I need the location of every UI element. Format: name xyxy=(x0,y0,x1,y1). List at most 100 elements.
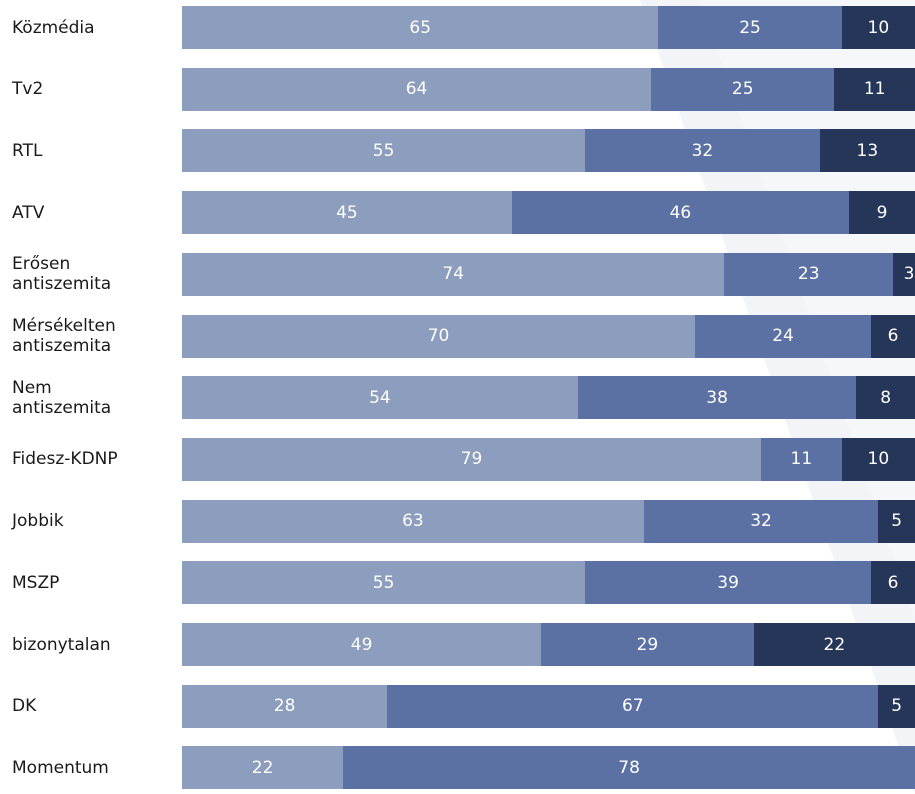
bar-segment: 5 xyxy=(878,499,915,543)
data-label: 28 xyxy=(273,696,296,717)
category-label-text: Jobbik xyxy=(12,511,64,532)
category-label: MSZP xyxy=(12,561,177,604)
category-label: bizonytalan xyxy=(12,623,177,666)
data-label: 63 xyxy=(402,511,424,532)
data-label: 24 xyxy=(772,326,794,346)
category-label: DK xyxy=(12,685,177,728)
category-label-text: Közmédia xyxy=(12,17,95,38)
data-label: 23 xyxy=(797,264,820,285)
bar-segment: 24 xyxy=(695,314,871,358)
bar-segment: 39 xyxy=(585,561,871,605)
bar-segment: 32 xyxy=(585,129,820,173)
bar-segment: 3 xyxy=(893,252,915,296)
data-label: 6 xyxy=(887,326,899,346)
bar-segment: 23 xyxy=(724,252,893,296)
bar-segment: 25 xyxy=(651,67,835,111)
category-label-text: Momentum xyxy=(12,757,109,778)
bar-segment: 49 xyxy=(182,623,542,666)
data-label: 10 xyxy=(867,17,890,38)
bar-segment: 45 xyxy=(182,191,512,235)
category-label: Mérsékelten antiszemita xyxy=(12,315,177,358)
bar-segment: 55 xyxy=(182,561,586,605)
data-label: 25 xyxy=(731,79,754,100)
bar-segment: 13 xyxy=(819,129,915,173)
data-label: 32 xyxy=(750,511,772,532)
data-label: 45 xyxy=(336,202,358,223)
bar-segment: 74 xyxy=(182,252,725,296)
bar-segment: 65 xyxy=(182,6,659,49)
category-label: Momentum xyxy=(12,746,177,789)
bar-segment: 29 xyxy=(541,623,754,666)
data-label: 74 xyxy=(442,264,465,285)
bar-segment: 54 xyxy=(182,376,578,420)
data-label: 22 xyxy=(823,634,846,655)
data-label: 55 xyxy=(372,572,395,593)
data-label: 49 xyxy=(350,634,373,655)
bar-segment: 78 xyxy=(343,746,915,790)
bar-segment: 8 xyxy=(856,376,915,420)
category-label: Közmédia xyxy=(12,6,177,49)
data-label: 67 xyxy=(621,696,644,717)
data-label: 11 xyxy=(790,449,813,470)
data-label: 10 xyxy=(867,449,890,470)
category-label: RTL xyxy=(12,129,177,172)
data-label: 32 xyxy=(691,140,714,161)
category-label-text: Mérsékelten antiszemita xyxy=(12,316,116,356)
category-label-text: Fidesz-KDNP xyxy=(12,449,118,470)
bar-segment: 79 xyxy=(182,437,762,481)
data-label: 65 xyxy=(409,17,432,38)
category-label: Tv2 xyxy=(12,68,177,111)
bar-segment: 5 xyxy=(878,684,915,728)
category-label-text: RTL xyxy=(12,140,43,161)
bar-segment: 28 xyxy=(182,684,388,728)
category-label-text: bizonytalan xyxy=(12,634,111,655)
bar-segment: 63 xyxy=(182,499,644,543)
category-label: Jobbik xyxy=(12,500,177,543)
bar-segment: 70 xyxy=(182,314,696,358)
category-label-text: Nem antiszemita xyxy=(12,377,112,418)
category-label: ATV xyxy=(12,191,177,234)
data-label: 9 xyxy=(876,202,888,223)
data-label: 13 xyxy=(856,140,879,161)
bar-segment: 22 xyxy=(182,746,344,790)
bar-segment: 55 xyxy=(182,129,586,173)
bar-segment: 38 xyxy=(577,376,857,420)
category-label: Fidesz-KDNP xyxy=(12,438,177,481)
data-label: 55 xyxy=(372,140,395,161)
category-label-text: Erősen antiszemita xyxy=(12,254,112,295)
data-label: 5 xyxy=(891,511,903,532)
bar-segment: 64 xyxy=(182,67,652,111)
data-label: 38 xyxy=(706,387,728,408)
data-label: 39 xyxy=(717,572,739,593)
bar-segment: 6 xyxy=(871,561,915,605)
category-label-text: MSZP xyxy=(12,572,60,593)
category-label: Nem antiszemita xyxy=(12,376,177,419)
data-label: 6 xyxy=(887,572,899,593)
bar-segment: 10 xyxy=(841,437,915,481)
data-label: 22 xyxy=(251,757,274,778)
data-label: 79 xyxy=(460,449,483,470)
category-label-text: Tv2 xyxy=(12,79,44,100)
bar-segment: 25 xyxy=(658,6,842,49)
data-label: 5 xyxy=(891,696,903,717)
category-label-text: DK xyxy=(12,696,37,717)
data-label: 46 xyxy=(669,202,692,223)
bar-segment: 6 xyxy=(871,314,915,358)
bar-segment: 10 xyxy=(841,6,915,49)
data-label: 54 xyxy=(369,387,391,408)
bar-segment: 22 xyxy=(753,623,915,666)
data-label: 78 xyxy=(618,757,640,778)
data-label: 8 xyxy=(880,387,892,408)
bar-segment: 11 xyxy=(834,67,915,111)
bar-segment: 9 xyxy=(849,191,915,235)
category-label: Erősen antiszemita xyxy=(12,253,177,296)
bar-segment: 67 xyxy=(387,684,879,728)
category-label-text: ATV xyxy=(12,202,45,223)
data-label: 70 xyxy=(427,326,450,346)
bar-segment: 32 xyxy=(643,499,879,543)
data-label: 64 xyxy=(405,79,428,100)
data-label: 25 xyxy=(739,17,761,38)
data-label: 3 xyxy=(903,264,915,285)
data-label: 29 xyxy=(636,634,659,655)
